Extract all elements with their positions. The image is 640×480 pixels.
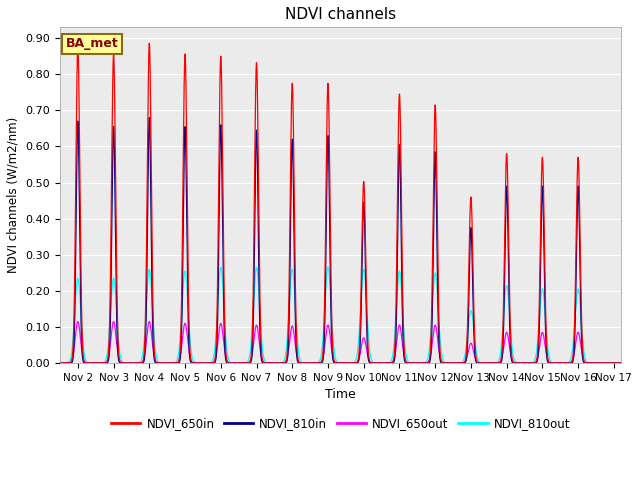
NDVI_810in <box>460 360 468 366</box>
NDVI_650in <box>185 323 193 328</box>
NDVI_650in <box>628 360 636 366</box>
NDVI_650in <box>460 360 468 365</box>
NDVI_810out <box>417 360 424 366</box>
NDVI_810out <box>395 271 403 276</box>
NDVI_810in <box>395 160 403 166</box>
NDVI_810in <box>628 360 636 366</box>
Line: NDVI_650in: NDVI_650in <box>42 43 632 363</box>
NDVI_650out <box>185 348 193 354</box>
NDVI_810in <box>417 360 424 366</box>
NDVI_810in <box>185 345 193 351</box>
NDVI_810out <box>185 322 193 327</box>
Title: NDVI channels: NDVI channels <box>285 7 396 22</box>
NDVI_810out <box>589 360 597 366</box>
NDVI_810in <box>38 360 46 366</box>
Line: NDVI_810out: NDVI_810out <box>42 267 632 363</box>
NDVI_650out <box>74 319 82 324</box>
NDVI_810out <box>217 264 225 270</box>
NDVI_650in <box>145 40 153 46</box>
NDVI_810in <box>589 360 597 366</box>
NDVI_650out <box>628 360 636 366</box>
NDVI_810out <box>317 353 325 359</box>
NDVI_650out <box>460 360 468 365</box>
NDVI_810in <box>317 360 325 366</box>
NDVI_650out <box>317 359 325 365</box>
NDVI_650in <box>589 360 597 366</box>
Line: NDVI_650out: NDVI_650out <box>42 322 632 363</box>
NDVI_810out <box>460 355 468 361</box>
Legend: NDVI_650in, NDVI_810in, NDVI_650out, NDVI_810out: NDVI_650in, NDVI_810in, NDVI_650out, NDV… <box>106 413 575 435</box>
NDVI_650out <box>395 324 403 329</box>
NDVI_810in <box>145 115 153 120</box>
NDVI_810out <box>628 360 636 366</box>
NDVI_650in <box>395 109 403 115</box>
NDVI_650in <box>417 360 424 366</box>
NDVI_650out <box>417 360 424 366</box>
NDVI_650in <box>38 360 46 366</box>
NDVI_650in <box>317 360 325 365</box>
Y-axis label: NDVI channels (W/m2/nm): NDVI channels (W/m2/nm) <box>7 117 20 273</box>
NDVI_650out <box>589 360 597 366</box>
Text: BA_met: BA_met <box>65 37 118 50</box>
X-axis label: Time: Time <box>325 388 356 401</box>
Line: NDVI_810in: NDVI_810in <box>42 118 632 363</box>
NDVI_810out <box>38 360 46 366</box>
NDVI_650out <box>38 360 46 366</box>
